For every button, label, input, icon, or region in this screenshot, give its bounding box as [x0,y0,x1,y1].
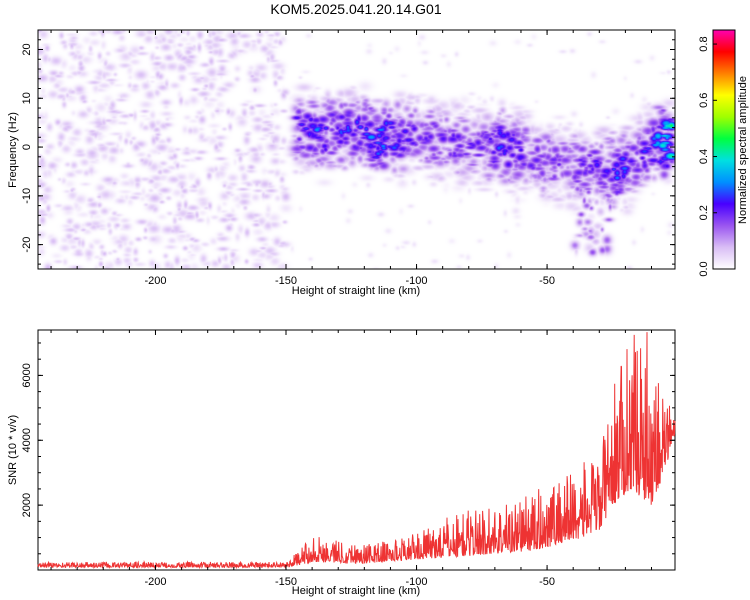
snr-frame [37,329,676,571]
snr-y-label: SNR (10 * v/v) [7,415,19,485]
snr-x-label: Height of straight line (km) [292,585,420,597]
x-tick-label: -200 [144,275,166,287]
x-tick-label: -200 [144,576,166,588]
y-tick-label: 20 [21,43,33,55]
x-tick-label: -100 [406,275,428,287]
colorbar-label: Normalized spectral amplitude [737,76,749,224]
spectrogram-image [38,30,675,269]
spectrogram-x-ticks: -200 -150 -100 -50 [50,30,653,287]
colorbar-gradient [712,29,736,270]
colorbar: 0.0 0.2 0.4 0.6 0.8 Normalized spectral ampl… [698,29,749,277]
snr-y-ticks: 2000 4000 6000 [21,342,675,571]
x-tick-label: -100 [406,576,428,588]
y-tick-label: -20 [21,237,33,253]
x-tick-label: -50 [539,275,555,287]
spectrogram-x-label: Height of straight line (km) [292,285,420,297]
figure-title: KOM5.2025.041.20.14.G01 [270,1,441,17]
spectrogram-y-ticks: -20 -10 0 10 20 [21,29,675,265]
y-tick-label: 10 [21,92,33,104]
colorbar-tick-label: 0.0 [698,261,710,276]
spectrogram-y-label: Frequency (Hz) [7,112,19,188]
colorbar-tick-label: 0.8 [698,36,710,51]
snr-line [37,332,676,570]
colorbar-tick-label: 0.6 [698,93,710,108]
x-tick-label: -150 [275,576,297,588]
x-tick-label: -50 [539,576,555,588]
y-tick-label: -10 [21,188,33,204]
colorbar-tick-label: 0.2 [698,205,710,220]
snr-x-ticks: -200 -150 -100 -50 [50,330,653,588]
y-tick-label: 2000 [21,493,33,517]
y-tick-label: 6000 [21,363,33,387]
colorbar-tick-label: 0.4 [698,149,710,164]
spectrogram-frame [37,29,676,270]
x-tick-label: -150 [275,275,297,287]
snr-series [37,332,676,570]
y-tick-label: 0 [21,144,33,150]
colorbar-ticks: 0.0 0.2 0.4 0.6 0.8 [698,36,717,277]
snr-panel: -200 -150 -100 -50 2000 4000 6000 Height of s… [7,329,676,597]
y-tick-label: 4000 [21,428,33,452]
